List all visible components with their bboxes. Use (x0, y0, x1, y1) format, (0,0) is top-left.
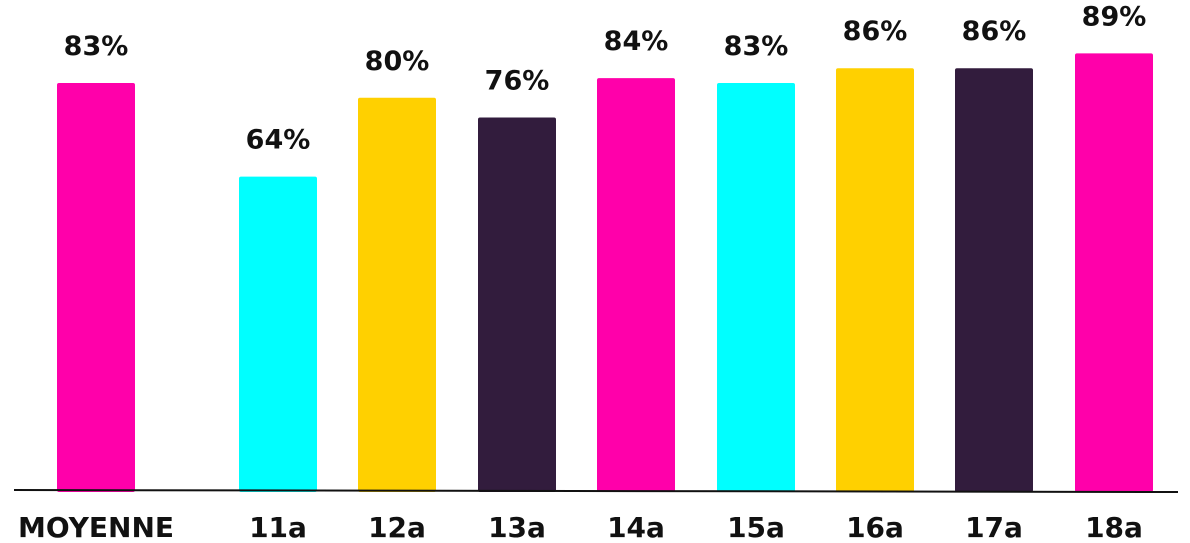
bar-11a (239, 176, 317, 492)
category-label-13a: 13a (488, 511, 546, 543)
bar-16a (836, 68, 914, 493)
value-labels-group: 83% 64% 80% 76% 84% 83% 86% 86% 89% (64, 1, 1147, 155)
value-label-12a: 80% (365, 46, 430, 77)
bars-group (57, 53, 1153, 493)
bar-18a (1075, 53, 1153, 492)
category-label-18a: 18a (1085, 511, 1143, 543)
bar-moyenne (57, 83, 135, 492)
bar-13a (478, 117, 556, 493)
value-label-16a: 86% (843, 16, 908, 47)
value-label-moyenne: 83% (64, 31, 129, 62)
bar-15a (717, 83, 795, 492)
category-label-17a: 17a (965, 511, 1023, 543)
category-label-moyenne: MOYENNE (18, 511, 174, 543)
value-label-15a: 83% (724, 31, 789, 62)
value-label-11a: 64% (246, 125, 311, 156)
bar-12a (358, 97, 436, 492)
bar-17a (955, 68, 1033, 493)
x-axis-line (13, 489, 1179, 493)
category-label-15a: 15a (727, 511, 785, 543)
bar-14a (597, 78, 675, 492)
category-label-11a: 11a (249, 511, 307, 543)
category-label-12a: 12a (368, 511, 426, 543)
value-label-18a: 89% (1082, 1, 1147, 32)
category-labels-group: MOYENNE 11a 12a 13a 14a 15a 16a 17a 18a (18, 511, 1143, 543)
value-label-17a: 86% (962, 16, 1027, 47)
category-label-14a: 14a (607, 511, 665, 543)
value-label-13a: 76% (485, 65, 550, 96)
value-label-14a: 84% (604, 26, 669, 57)
category-label-16a: 16a (846, 511, 904, 543)
